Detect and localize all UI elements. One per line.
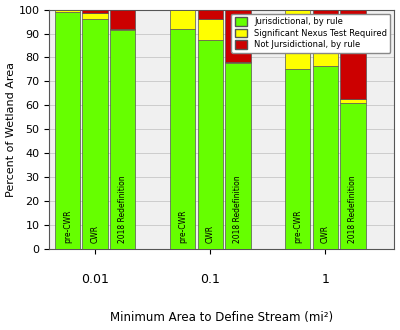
Bar [82,10,108,13]
Bar [82,19,108,249]
Bar [313,66,338,249]
Bar [225,10,250,62]
Bar [82,13,108,19]
Bar [313,18,338,66]
Bar [225,63,250,249]
Text: 2018 Redefinition: 2018 Redefinition [118,176,127,243]
Bar [340,103,366,249]
Bar [198,40,223,249]
Bar [170,29,195,249]
Bar [198,19,223,40]
Text: CWR: CWR [91,225,100,243]
Text: CWR: CWR [206,225,215,243]
Y-axis label: Percent of Wetland Area: Percent of Wetland Area [6,62,16,197]
Bar [285,69,310,249]
Bar [285,10,310,69]
Text: 2018 Redefinition: 2018 Redefinition [348,176,358,243]
Text: 2018 Redefinition: 2018 Redefinition [233,176,242,243]
Text: pre-CWR: pre-CWR [178,210,187,243]
Bar [170,10,195,29]
Bar [225,62,250,63]
Bar [55,12,80,249]
Bar [55,10,80,12]
Text: pre-CWR: pre-CWR [63,210,72,243]
X-axis label: Minimum Area to Define Stream (mi²): Minimum Area to Define Stream (mi²) [110,312,333,324]
Text: pre-CWR: pre-CWR [293,210,302,243]
Legend: Jurisdictional, by rule, Significant Nexus Test Required, Not Jursidictional, by: Jurisdictional, by rule, Significant Nex… [232,14,390,53]
Bar [340,99,366,103]
Bar [110,29,136,30]
Bar [198,10,223,19]
Bar [313,10,338,18]
Bar [110,30,136,249]
Bar [110,10,136,29]
Bar [340,10,366,99]
Text: CWR: CWR [321,225,330,243]
